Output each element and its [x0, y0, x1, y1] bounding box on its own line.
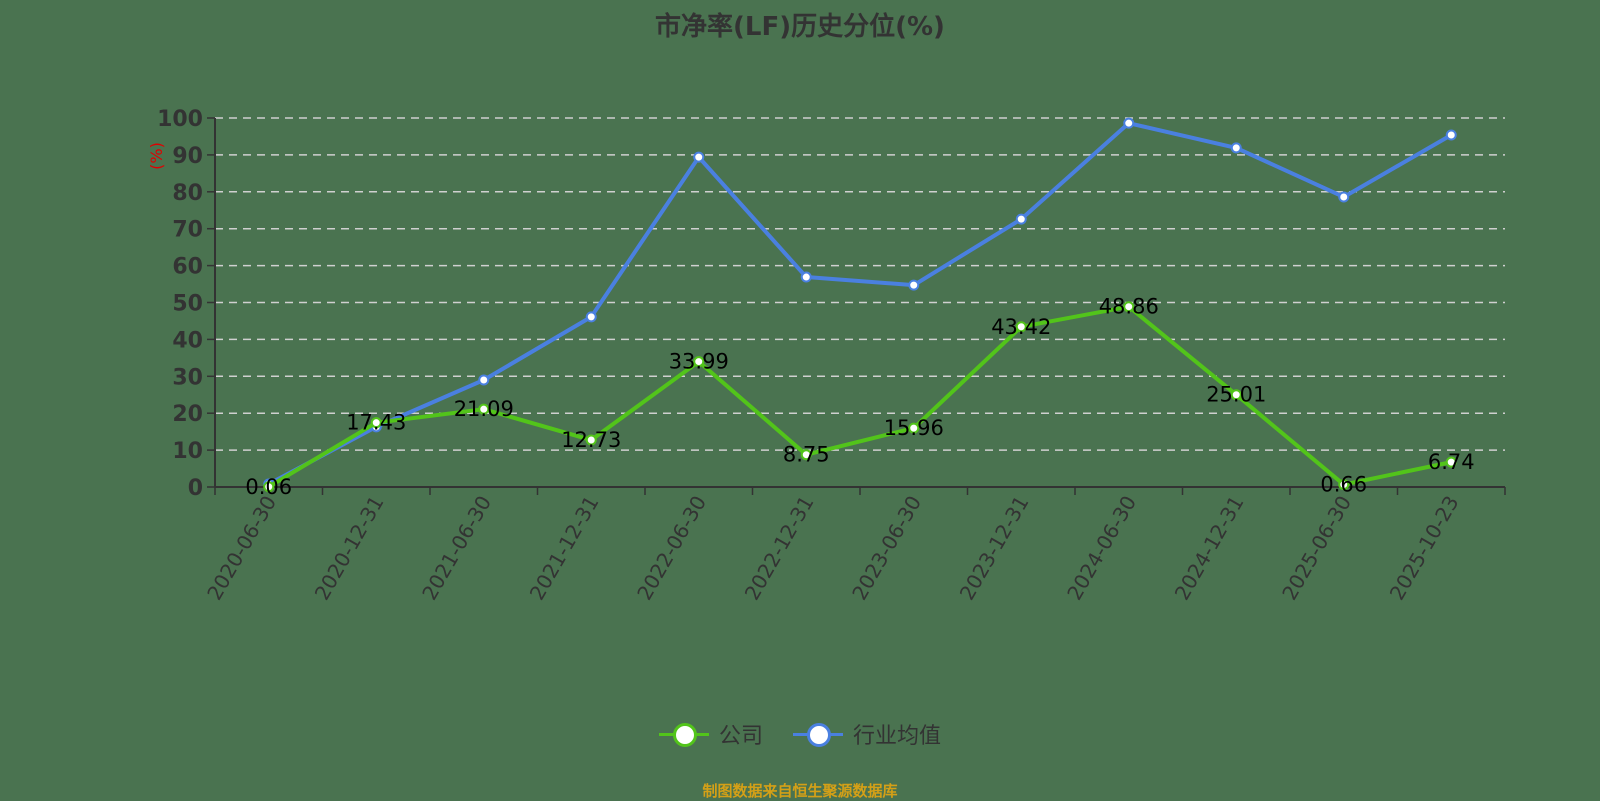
x-tick-label: 2024-06-30: [1062, 492, 1141, 605]
series-company: [263, 301, 1457, 493]
x-tick-label: 2023-06-30: [847, 492, 926, 605]
x-tick-label: 2025-10-23: [1385, 492, 1464, 605]
x-tick-label: 2021-06-30: [417, 492, 496, 605]
series-industry-average: [263, 117, 1457, 490]
data-label: 25.01: [1206, 383, 1266, 407]
data-point-marker[interactable]: [908, 422, 920, 434]
data-point-marker[interactable]: [1338, 191, 1350, 203]
y-tick-label: 90: [172, 144, 203, 169]
x-tick-label: 2021-12-31: [525, 492, 604, 605]
y-tick-label: 60: [172, 255, 203, 280]
x-tick-label: 2022-12-31: [740, 492, 819, 605]
data-point-marker[interactable]: [1015, 321, 1027, 333]
x-tick-label: 2020-06-30: [202, 492, 281, 605]
data-point-marker[interactable]: [370, 417, 382, 429]
data-point-marker[interactable]: [263, 481, 275, 493]
data-label: 8.75: [783, 443, 830, 467]
data-point-marker[interactable]: [1338, 479, 1350, 491]
data-point-marker[interactable]: [478, 374, 490, 386]
legend-line-marker-icon: [658, 722, 709, 747]
y-tick-label: 0: [188, 476, 203, 501]
data-point-marker[interactable]: [800, 449, 812, 461]
data-point-marker[interactable]: [693, 356, 705, 368]
legend-line-marker-icon: [793, 722, 843, 747]
y-tick-label: 40: [172, 328, 203, 353]
legend-item-industry-average[interactable]: 行业均值: [793, 718, 941, 750]
data-point-marker[interactable]: [800, 271, 812, 283]
x-tick-label: 2023-12-31: [955, 492, 1034, 605]
legend-item-company[interactable]: 公司: [658, 718, 763, 750]
legend-label: 公司: [718, 724, 763, 749]
y-tick-label: 10: [172, 439, 203, 464]
y-tick-label: 20: [172, 402, 203, 427]
grid-lines: [215, 117, 1505, 451]
x-tick-label: 2020-12-31: [310, 492, 389, 605]
x-tick-label: 2024-12-31: [1170, 492, 1249, 605]
source-note: 制图数据来自恒生聚源数据库: [702, 782, 898, 800]
y-tick-label: 70: [172, 218, 203, 243]
data-point-marker[interactable]: [908, 279, 920, 291]
data-point-marker[interactable]: [585, 434, 597, 446]
data-label: 0.06: [245, 475, 292, 499]
data-point-marker[interactable]: [1230, 142, 1242, 154]
data-point-marker[interactable]: [585, 311, 597, 323]
data-point-marker[interactable]: [1445, 129, 1457, 141]
data-point-marker[interactable]: [693, 151, 705, 163]
data-label: 21.09: [454, 397, 514, 421]
data-label: 0.66: [1320, 473, 1367, 497]
data-label: 43.42: [991, 315, 1051, 339]
data-point-marker[interactable]: [1445, 456, 1457, 468]
data-label: 6.74: [1428, 450, 1475, 474]
chart-title: 市净率(LF)历史分位(%): [655, 12, 945, 42]
x-tick-label: 2022-06-30: [632, 492, 711, 605]
y-tick-label: 30: [172, 365, 203, 390]
y-tick-label: 80: [172, 181, 203, 206]
y-axis-unit-label: (%): [147, 142, 166, 170]
data-label: 17.43: [346, 411, 406, 435]
legend: 公司 行业均值: [0, 718, 1600, 750]
data-label: 12.73: [561, 428, 621, 452]
axes: 0 10 20 30 40 50 60 70 80 90 100 2020-06-30 2020-12-…: [157, 107, 1506, 605]
data-point-marker[interactable]: [1123, 117, 1135, 129]
data-label: 33.99: [669, 350, 729, 374]
data-point-marker[interactable]: [1230, 389, 1242, 401]
data-label: 48.86: [1099, 295, 1159, 319]
y-tick-label: 100: [157, 107, 203, 132]
data-label: 15.96: [884, 416, 944, 440]
data-point-marker[interactable]: [1123, 301, 1135, 313]
data-point-marker[interactable]: [1015, 213, 1027, 225]
data-labels: 0.06 17.43 21.09 12.73 33.99 8.75 15.96 43.42 48…: [245, 295, 1474, 499]
legend-label: 行业均值: [853, 724, 942, 749]
x-tick-label: 2025-06-30: [1277, 492, 1356, 605]
y-tick-label: 50: [172, 292, 203, 317]
data-point-marker[interactable]: [478, 403, 490, 415]
